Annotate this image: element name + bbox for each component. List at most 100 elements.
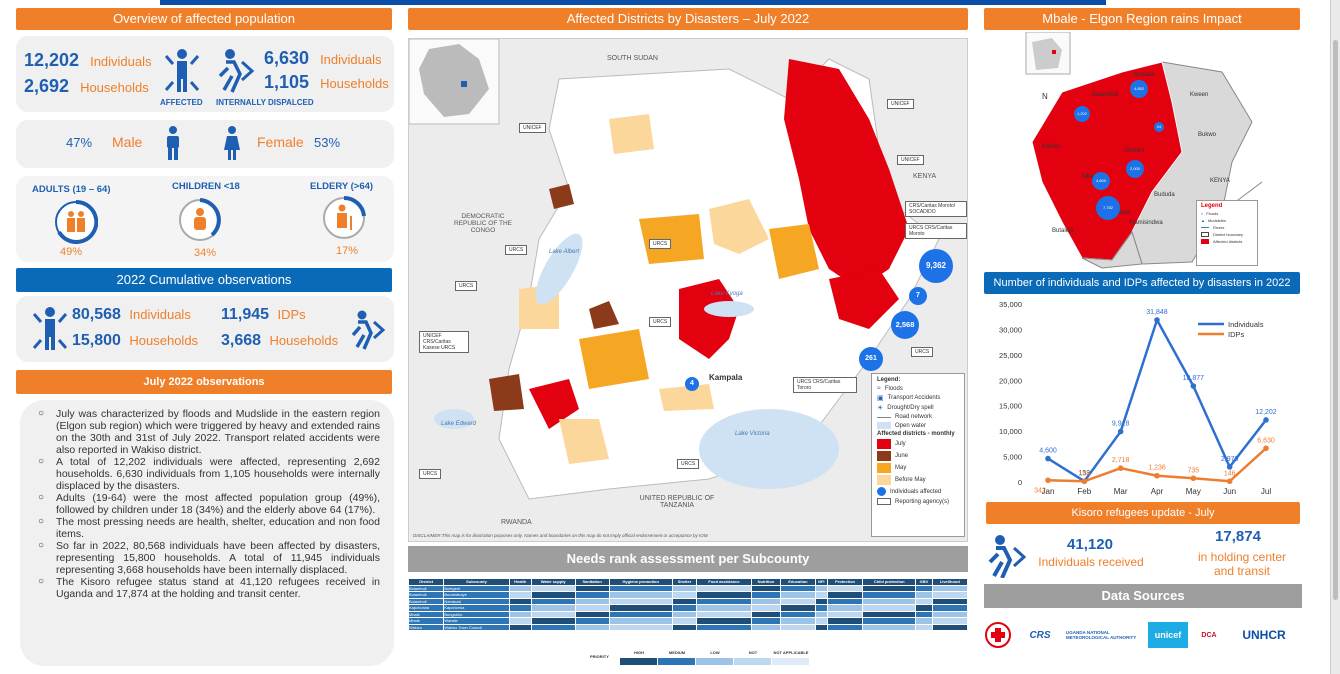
gender-card: 47% Male Female 53% [16,120,394,168]
overview-affected-card: 12,202 Individuals 2,692 Households AFFE… [16,36,394,112]
y-tick-label: 30,000 [999,325,1022,334]
table-row: Bulambuli Bunambutye [407,591,969,599]
needs-rank-cell [671,604,698,612]
affected-individuals-row: 12,202 Individuals [24,50,152,70]
affected-households-row: 2,692 Households [24,76,149,96]
unhcr-logo: UNHCR [1242,628,1286,642]
needs-rank-cell [671,623,698,631]
y-tick-label: 15,000 [999,402,1022,411]
male-icon [167,126,179,160]
agency-box: UNICEF [519,123,546,133]
needs-rank-cell [696,591,752,599]
elgon-legend: Legend ≈ Floods ▲ Mudslides Rivers Distric… [1196,200,1258,266]
elgon-bubble: 1,202 [1074,106,1090,122]
needs-rank-cell [827,623,864,631]
female-icon [224,126,240,160]
needs-rank-cell [574,617,610,625]
table-row: Kapchorwa Kapchorwa [407,604,969,612]
scrollbar-thumb[interactable] [1333,40,1338,600]
elderly-icon [323,196,366,239]
cumulative-individuals-row: 80,568 Individuals [72,306,191,323]
needs-rank-cell [915,604,933,612]
label-rwanda: RWANDA [501,519,532,526]
needs-header-cell: Sanitation [574,578,610,586]
needs-header-cell: Food assistance [696,578,752,586]
needs-rank-cell [530,623,576,631]
overview-header: Overview of affected population [16,8,392,30]
observation-item: So far in 2022, 80,568 individuals have … [38,540,380,576]
data-label: 2,718 [1112,457,1130,464]
needs-rank-cell [696,617,752,625]
idp-individuals: 6,630 [264,48,310,68]
elgon-label: Budaka [1134,72,1155,78]
legend-month: July [877,439,959,449]
elgon-header: Mbale - Elgon Region rains Impact [984,8,1300,30]
needs-rank-cell [814,623,829,631]
data-point [1263,445,1269,452]
needs-rank-cell [780,604,816,612]
chart-header: Number of individuals and IDPs affected … [984,272,1300,294]
north-arrow: N [1042,92,1048,101]
kisoro-received-label: Individuals received [1038,555,1144,569]
cumulative-affected-icon [32,307,68,350]
legend-item: Individuals affected [877,487,959,496]
needs-rank-cell [508,597,532,605]
floods-icon: ≈ [877,385,881,392]
crs-logo: CRS [1029,629,1051,641]
priority-level-label: HIGH [634,650,644,655]
priority-level-swatch [772,658,809,665]
label-tanzania: UNITED REPUBLIC OF TANZANIA [639,495,715,509]
cumulative-idps-row: 11,945 IDPs [221,306,306,323]
agency-box-tororo: URCS CRS/Caritas Tororo [793,377,857,393]
kisoro-received: 41,120 [1067,536,1113,553]
table-row: Wakiso Wakiso Town Council [407,623,969,631]
needs-rank-cell [696,597,752,605]
agency-box: URCS [419,469,442,479]
legend-item: ☀ Drought/Dry spell [877,405,934,412]
priority-level-swatch [620,658,657,665]
scrollbar[interactable] [1330,0,1340,674]
data-label: 1,236 [1148,465,1166,472]
needs-rank-cell [931,604,969,612]
data-label: 153 [1078,470,1090,477]
x-tick-label: Jul [1261,487,1271,496]
agency-box: URCS [911,347,934,357]
map-header: Affected Districts by Disasters – July 2… [408,8,968,30]
affected-label: AFFECTED [160,98,203,107]
needs-rank-cell [508,610,532,618]
label-kenya: KENYA [913,173,937,180]
idp-households: 1,105 [264,72,310,92]
unicef-logo: unicef [1148,622,1188,648]
elderly-label: ELDERY (>64) [310,181,374,192]
cumulative-idp-households-row: 3,668 Households [221,332,339,349]
data-point [1117,465,1124,471]
observation-item: A total of 12,202 individuals were affec… [38,456,380,492]
agency-box-moroto: CRS/Caritas Moroto/ SOCADIDO [905,201,967,217]
needs-rank-cell [931,591,969,599]
data-point [1226,464,1233,470]
data-label: 2,970 [1221,456,1239,463]
cumulative-card: 80,568 Individuals 15,800 Households 11,… [16,296,394,362]
agency-box: URCS [677,459,700,469]
legend-monthly-title: Affected districts - monthly [877,431,955,437]
age-groups-card: ADULTS (19 – 64) CHILDREN <18 ELDERY (>6… [16,176,394,262]
legend-title: Legend: [877,377,901,383]
july-observations-card: July was characterized by floods and Mud… [20,400,394,666]
elgon-map-graphic [1025,32,1262,269]
data-point [1190,383,1197,389]
cumulative-idps: 11,945 [221,306,270,323]
red-cross-logo [984,622,1012,648]
elgon-label: Butaleja [1052,228,1074,234]
needs-rank-cell [574,597,610,605]
label-lake-albert: Lake Albert [549,249,580,255]
label-kampala: Kampala [709,373,743,382]
top-strip [160,0,1106,5]
needs-location-cell: Mbale [407,617,445,625]
unma-logo: UGANDA NATIONAL METEOROLOGICAL AUTHORITY [1066,630,1137,640]
kisoro-header: Kisoro refugees update - July [986,502,1300,524]
data-point [1154,317,1160,323]
children-label: CHILDREN <18 [172,181,240,192]
label-south-sudan: SOUTH SUDAN [607,55,658,62]
y-tick-label: 5,000 [1003,453,1022,462]
elgon-label: Bududa [1154,192,1175,198]
